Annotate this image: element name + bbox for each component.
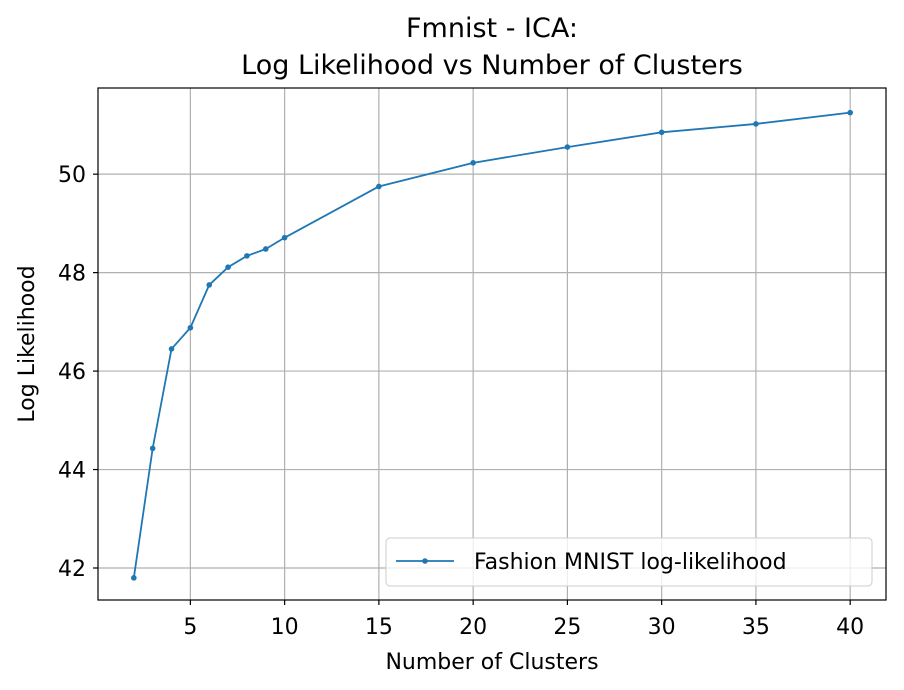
y-axis-label: Log Likelihood xyxy=(15,265,40,422)
data-point xyxy=(753,121,759,127)
data-point xyxy=(262,246,269,252)
series-layer xyxy=(131,109,853,581)
plot-frame xyxy=(97,87,887,601)
chart-title-line-2: Log Likelihood vs Number of Clusters xyxy=(241,50,743,81)
data-point xyxy=(149,445,156,452)
y-tick-label: 48 xyxy=(58,262,86,287)
data-point xyxy=(244,253,250,259)
x-tick-label: 20 xyxy=(459,615,487,640)
data-point xyxy=(658,129,665,136)
y-tick-label: 46 xyxy=(58,360,86,385)
y-tick-label: 42 xyxy=(58,557,86,582)
data-point xyxy=(281,234,288,241)
data-point xyxy=(168,346,175,352)
x-tick-label: 25 xyxy=(553,615,581,640)
x-tick-label: 5 xyxy=(183,615,197,640)
y-tick-label: 44 xyxy=(58,459,86,484)
x-axis-label: Number of Clusters xyxy=(385,650,598,675)
legend: Fashion MNIST log-likelihood xyxy=(385,537,873,587)
chart-title-line-1: Fmnist - ICA: xyxy=(406,13,578,44)
x-tick-label: 10 xyxy=(271,615,299,640)
data-point xyxy=(225,264,231,271)
legend-marker xyxy=(422,558,428,564)
data-point xyxy=(470,160,476,166)
grid-lines xyxy=(98,88,886,600)
x-tick-label: 30 xyxy=(648,615,676,640)
data-point xyxy=(131,575,137,581)
data-point xyxy=(187,324,194,331)
data-point xyxy=(376,183,382,190)
series-line xyxy=(132,111,851,578)
data-point xyxy=(564,144,571,150)
data-point xyxy=(206,282,213,288)
x-tick-label: 40 xyxy=(836,615,864,640)
axis-ticks: 5 10 15 20 25 30 35 40 42 44 46 48 50 xyxy=(58,163,864,640)
data-point xyxy=(847,109,853,116)
x-tick-label: 35 xyxy=(742,615,770,640)
x-tick-label: 15 xyxy=(365,615,393,640)
y-tick-label: 50 xyxy=(58,163,86,188)
legend-box xyxy=(385,537,873,587)
legend-label: Fashion MNIST log-likelihood xyxy=(474,550,787,575)
